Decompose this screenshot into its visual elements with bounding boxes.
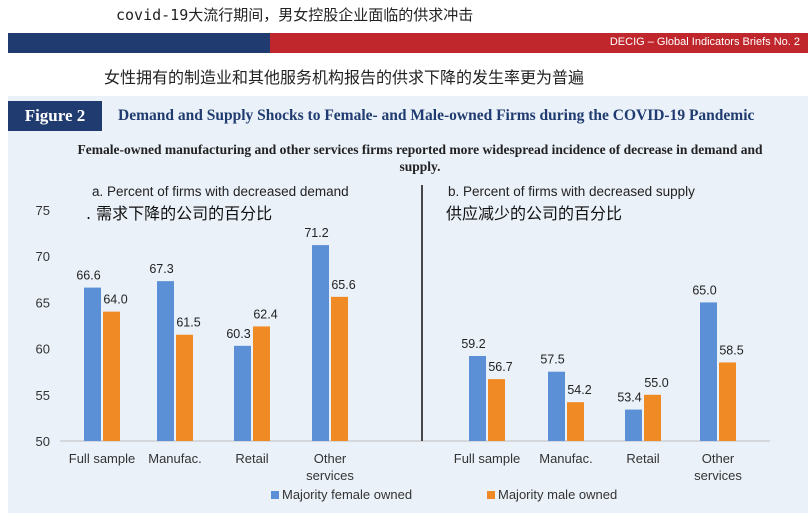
bar xyxy=(176,334,193,441)
figure-panel xyxy=(8,96,808,513)
legend-label: Majority female owned xyxy=(282,487,412,502)
bar xyxy=(700,302,717,441)
x-tick-label: Manufac. xyxy=(148,451,201,466)
panel-title: a. Percent of firms with decreased deman… xyxy=(92,184,349,199)
data-label: 60.3 xyxy=(226,327,250,341)
y-tick-label: 60 xyxy=(36,342,50,357)
data-label: 55.0 xyxy=(644,376,668,390)
x-tick-label: Retail xyxy=(235,451,268,466)
y-tick-label: 65 xyxy=(36,295,50,310)
x-tick-label: Full sample xyxy=(454,451,520,466)
x-tick-label: Manufac. xyxy=(539,451,592,466)
banner-red-block xyxy=(270,33,808,53)
y-tick-label: 50 xyxy=(36,434,50,449)
figure-badge: Figure 2 xyxy=(8,101,102,131)
x-tick-label: services xyxy=(306,468,354,483)
y-tick-label: 55 xyxy=(36,388,50,403)
bar xyxy=(253,326,270,441)
bar xyxy=(644,394,661,441)
data-label: 56.7 xyxy=(488,360,512,374)
panel-title-cn: 供应减少的公司的百分比 xyxy=(446,204,622,223)
data-label: 57.5 xyxy=(540,353,564,367)
chinese-title: covid-19大流行期间，男女控股企业面临的供求冲击 xyxy=(116,6,474,24)
data-label: 66.6 xyxy=(76,269,100,283)
data-label: 54.2 xyxy=(567,383,591,397)
legend-swatch xyxy=(271,491,279,499)
figure-subtitle: Female-owned manufacturing and other ser… xyxy=(77,142,763,174)
bar xyxy=(84,287,101,441)
bar xyxy=(567,402,584,441)
bar xyxy=(234,345,251,441)
legend-swatch xyxy=(487,491,495,499)
data-label: 62.4 xyxy=(253,307,277,321)
bar xyxy=(157,281,174,441)
y-tick-label: 75 xyxy=(36,203,50,218)
legend-label: Majority male owned xyxy=(498,487,617,502)
x-tick-label: Retail xyxy=(626,451,659,466)
bar xyxy=(548,371,565,441)
banner-text: DECIG – Global Indicators Briefs No. 2 xyxy=(609,36,800,48)
data-label: 59.2 xyxy=(461,337,485,351)
panel-title-cn: . 需求下降的公司的百分比 xyxy=(86,204,272,223)
bar xyxy=(625,409,642,441)
bar xyxy=(312,245,329,441)
data-label: 64.0 xyxy=(103,293,127,307)
panel-title: b. Percent of firms with decreased suppl… xyxy=(448,184,695,199)
data-label: 58.5 xyxy=(719,343,743,357)
bar xyxy=(719,362,736,441)
figure-title: Demand and Supply Shocks to Female- and … xyxy=(118,107,755,124)
x-tick-label: Other xyxy=(314,451,347,466)
data-label: 61.5 xyxy=(176,316,200,330)
data-label: 65.6 xyxy=(331,278,355,292)
x-tick-label: services xyxy=(694,468,742,483)
data-label: 65.0 xyxy=(692,283,716,297)
banner-blue-block xyxy=(8,33,270,53)
x-tick-label: Full sample xyxy=(69,451,135,466)
report-banner: DECIG – Global Indicators Briefs No. 2 xyxy=(8,33,808,53)
x-tick-label: Other xyxy=(702,451,735,466)
bar xyxy=(103,311,120,441)
chinese-subtitle: 女性拥有的制造业和其他服务机构报告的供求下降的发生率更为普遍 xyxy=(104,68,585,87)
data-label: 67.3 xyxy=(149,262,173,276)
bar xyxy=(488,379,505,441)
data-label: 53.4 xyxy=(617,391,641,405)
bar xyxy=(331,296,348,441)
data-label: 71.2 xyxy=(304,226,328,240)
y-tick-label: 70 xyxy=(36,249,50,264)
bar xyxy=(469,355,486,441)
